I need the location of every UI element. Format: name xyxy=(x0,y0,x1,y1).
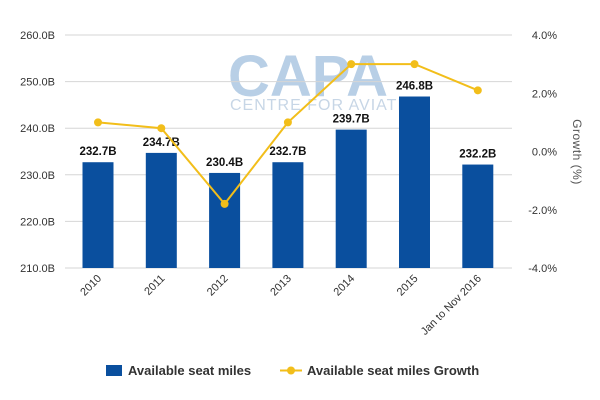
legend-line-marker xyxy=(287,366,295,375)
right-axis-ticks: -4.0% -2.0% 0.0% 2.0% 4.0% xyxy=(528,30,557,275)
growth-point xyxy=(347,60,356,69)
left-tick-label: 250.0B xyxy=(20,77,55,89)
legend[interactable]: Available seat miles Available seat mile… xyxy=(106,363,479,378)
growth-point xyxy=(410,60,419,69)
left-tick-label: 230.0B xyxy=(20,170,55,182)
legend-bar-label: Available seat miles xyxy=(128,363,251,378)
right-tick-label: 2.0% xyxy=(532,88,557,100)
left-tick-label: 220.0B xyxy=(20,216,55,228)
legend-item-bars[interactable]: Available seat miles xyxy=(106,363,251,378)
bar xyxy=(335,129,367,268)
growth-point xyxy=(283,118,292,127)
bar-data-label: 232.7B xyxy=(269,146,306,158)
bar xyxy=(272,162,304,268)
x-tick-label: Jan to Nov 2016 xyxy=(419,273,484,338)
left-tick-label: 260.0B xyxy=(20,30,55,42)
x-tick-label: 2015 xyxy=(395,273,421,299)
growth-point xyxy=(157,124,166,133)
bar-data-label: 232.7B xyxy=(79,146,116,158)
left-axis-ticks: 210.0B 220.0B 230.0B 240.0B 250.0B 260.0B xyxy=(20,30,55,275)
growth-point xyxy=(473,86,482,95)
bar-series xyxy=(82,96,494,269)
bar-data-label: 239.7B xyxy=(333,114,370,126)
right-tick-label: -4.0% xyxy=(528,263,557,275)
capa-watermark: CAPA CENTRE FOR AVIATION xyxy=(228,44,429,114)
x-tick-label: 2010 xyxy=(78,273,104,299)
legend-item-line[interactable]: Available seat miles Growth xyxy=(280,363,479,378)
right-tick-label: 4.0% xyxy=(532,30,557,42)
bar xyxy=(462,164,494,268)
right-tick-label: -2.0% xyxy=(528,205,557,217)
left-tick-label: 210.0B xyxy=(20,263,55,275)
bar xyxy=(399,96,430,269)
bar xyxy=(209,172,241,268)
growth-point xyxy=(94,118,102,127)
watermark-subtitle: CENTRE FOR AVIATION xyxy=(230,97,429,114)
bar-data-label: 230.4B xyxy=(206,157,243,169)
legend-bar-swatch xyxy=(106,365,122,376)
growth-point xyxy=(220,199,229,208)
left-tick-label: 240.0B xyxy=(20,123,55,135)
x-tick-label: 2013 xyxy=(268,273,294,299)
bar xyxy=(145,152,177,268)
bar-data-label: 232.2B xyxy=(459,149,496,161)
bar-data-label: 246.8B xyxy=(396,81,433,93)
right-tick-label: 0.0% xyxy=(532,147,557,159)
legend-line-label: Available seat miles Growth xyxy=(307,363,479,378)
right-axis-title: Growth (%) xyxy=(570,119,584,185)
bar xyxy=(82,162,114,268)
x-tick-label: 2012 xyxy=(205,273,231,299)
x-tick-label: 2011 xyxy=(142,273,167,298)
bar-data-labels: 232.7B234.7B230.4B232.7B239.7B246.8B232.… xyxy=(79,81,496,169)
growth-line-series xyxy=(94,60,482,208)
x-tick-label: 2014 xyxy=(332,273,358,299)
watermark-logo: CAPA xyxy=(228,44,388,109)
